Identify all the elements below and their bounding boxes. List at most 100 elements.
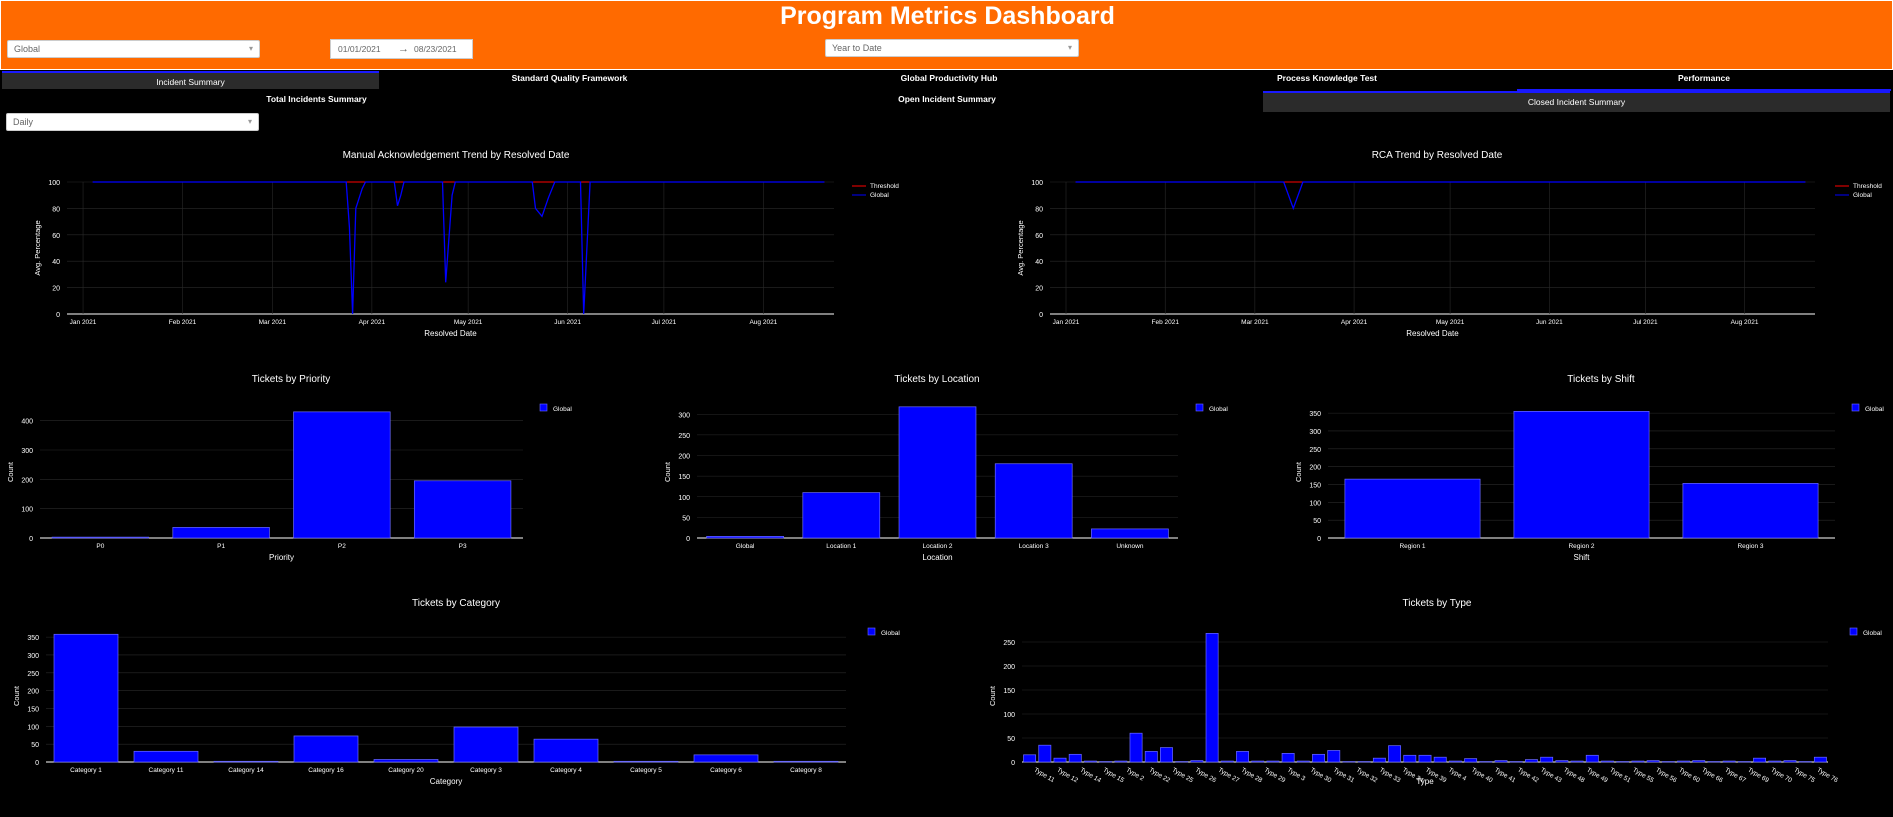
x-tick-label: Type 15: [1102, 767, 1126, 785]
legend-swatch-global: [1195, 403, 1204, 412]
y-tick-label: 300: [21, 448, 33, 455]
x-tick-label: Category 4: [550, 767, 582, 774]
x-tick-label: P3: [459, 543, 467, 550]
bar: [1555, 760, 1569, 763]
y-tick-label: 300: [27, 653, 39, 660]
page-title: Program Metrics Dashboard: [780, 2, 1115, 30]
bar: [1388, 745, 1402, 763]
bar: [413, 480, 512, 539]
granularity-select[interactable]: Daily ▾: [6, 113, 259, 131]
bar: [1722, 760, 1736, 763]
x-tick-label: Type 12: [1056, 767, 1080, 785]
legend-item-global: Global: [881, 630, 900, 637]
x-tick-label: Feb 2021: [169, 319, 197, 326]
x-tick-label: Jan 2021: [1053, 319, 1080, 326]
subtab-open-incident-summary[interactable]: Open Incident Summary: [898, 94, 996, 104]
bar: [172, 527, 270, 539]
chevron-down-icon: ▾: [248, 44, 253, 53]
bar: [1372, 757, 1386, 763]
x-tick-label: Region 2: [1568, 543, 1594, 550]
y-tick-label: 300: [1309, 429, 1321, 436]
legend-item-global: Global: [870, 192, 889, 199]
x-tick-label: Type 60: [1677, 767, 1701, 785]
y-tick-label: 200: [1003, 664, 1015, 671]
bar: [1099, 761, 1113, 763]
bar: [1707, 761, 1721, 763]
y-tick-label: 400: [21, 419, 33, 426]
date-range-picker[interactable]: 01/01/2021 → 08/23/2021: [330, 39, 473, 59]
y-axis-label: Count: [663, 461, 672, 482]
y-tick-label: 20: [52, 286, 60, 293]
y-tick-label: 40: [1035, 259, 1043, 266]
y-tick-label: 300: [678, 412, 690, 419]
tab-performance[interactable]: Performance: [1517, 69, 1891, 91]
x-tick-label: Apr 2021: [1341, 319, 1368, 326]
bar: [1418, 754, 1432, 763]
x-tick-label: Global: [736, 543, 755, 550]
start-date-input[interactable]: 01/01/2021: [338, 44, 381, 54]
chart-title: Tickets by Location: [894, 374, 979, 385]
x-tick-label: Type 49: [1585, 767, 1609, 785]
bar: [1281, 753, 1295, 763]
x-tick-label: Type 41: [1493, 767, 1517, 785]
subtab-closed-incident-summary[interactable]: Closed Incident Summary: [1263, 91, 1890, 112]
x-tick-label: Apr 2021: [359, 319, 386, 326]
bar: [1682, 483, 1819, 539]
end-date-input[interactable]: 08/23/2021: [414, 44, 457, 54]
y-tick-label: 150: [27, 706, 39, 713]
x-tick-label: Category 8: [790, 767, 822, 774]
bar: [1509, 761, 1523, 763]
bar: [1344, 478, 1481, 539]
bar: [1266, 760, 1280, 763]
legend-swatch-global: [1851, 403, 1860, 412]
bar: [1236, 751, 1249, 763]
y-tick-label: 250: [1003, 640, 1015, 647]
chart-title: Tickets by Type: [1403, 598, 1472, 609]
tab-incident-summary[interactable]: Incident Summary: [2, 71, 379, 89]
x-axis-label: Resolved Date: [1406, 329, 1459, 338]
x-tick-label: Category 5: [630, 767, 662, 774]
subtab-total-incidents-summary[interactable]: Total Incidents Summary: [266, 94, 367, 104]
date-range-preset-select[interactable]: Year to Date ▾: [825, 39, 1079, 57]
x-tick-label: Mar 2021: [259, 319, 287, 326]
y-tick-label: 100: [678, 495, 690, 502]
chevron-down-icon: ▾: [1067, 43, 1072, 52]
x-tick-label: Type 25: [1171, 767, 1195, 785]
bar: [1464, 758, 1478, 763]
y-tick-label: 80: [1035, 206, 1043, 213]
bar: [1661, 761, 1675, 763]
bar: [693, 754, 759, 763]
bar: [1175, 761, 1189, 763]
legend-swatch-global: [867, 627, 876, 636]
chart-title: Tickets by Category: [412, 598, 500, 609]
y-axis-label: Count: [988, 685, 997, 706]
x-axis-label: Location: [922, 553, 952, 562]
bar: [1585, 754, 1599, 763]
x-axis-label: Category: [430, 777, 462, 786]
y-tick-label: 60: [52, 233, 60, 240]
bar: [1160, 747, 1173, 763]
tab-global-productivity-hub[interactable]: Global Productivity Hub: [900, 73, 998, 83]
y-tick-label: 50: [1007, 736, 1015, 743]
chart-title: Tickets by Shift: [1567, 374, 1635, 385]
y-tick-label: 100: [21, 507, 33, 514]
x-tick-label: Jun 2021: [1536, 319, 1563, 326]
y-tick-label: 0: [56, 312, 60, 319]
bar: [51, 536, 150, 539]
tab-process-knowledge-test[interactable]: Process Knowledge Test: [1277, 73, 1377, 83]
region-select[interactable]: Global ▾: [7, 40, 260, 58]
tab-standard-quality-framework[interactable]: Standard Quality Framework: [511, 73, 628, 83]
x-tick-label: Type 55: [1631, 767, 1655, 785]
legend-item-global: Global: [553, 406, 572, 413]
bar: [1251, 760, 1265, 763]
y-tick-label: 150: [678, 474, 690, 481]
bar: [1677, 760, 1690, 763]
bar: [1114, 760, 1128, 763]
